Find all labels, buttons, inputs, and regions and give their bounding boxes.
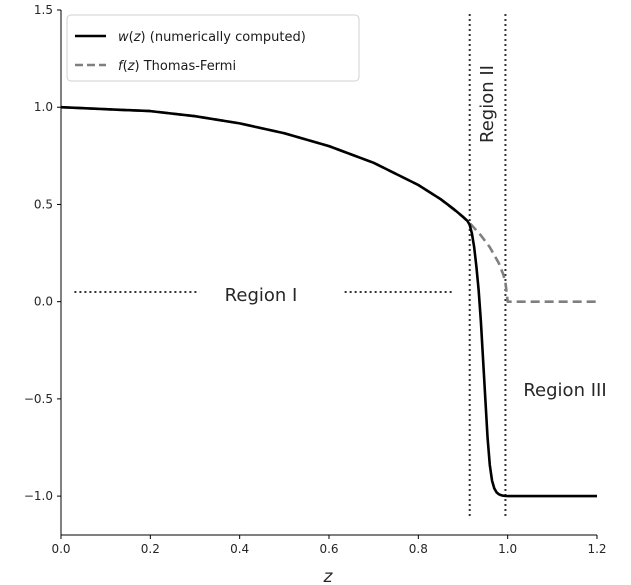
legend-entry-w: w(z) (numerically computed) — [118, 30, 306, 45]
x-tick-label-1.2: 1.2 — [587, 542, 606, 556]
y-tick-label-0: −1.0 — [24, 489, 53, 503]
x-tick-label-0.0: 0.0 — [51, 542, 70, 556]
series-w-line — [60, 105, 597, 498]
y-tick-label-2: 0.0 — [34, 295, 53, 309]
x-tick-label-0.2: 0.2 — [141, 542, 160, 556]
legend-w-func: w — [118, 30, 129, 45]
legend-entry-f: f(z) Thomas-Fermi — [118, 59, 236, 74]
x-axis-label: z — [323, 567, 334, 585]
region-2-label: Region II — [477, 65, 498, 143]
legend-f-paren-open: ( — [123, 59, 128, 74]
legend-f-func: f — [118, 59, 125, 74]
x-tick-label-0.8: 0.8 — [409, 542, 428, 556]
region-1-label: Region I — [225, 285, 298, 306]
legend-w-paren-close: ) — [141, 30, 146, 45]
legend-f-paren-close: ) — [134, 59, 139, 74]
x-tick-label-0.6: 0.6 — [319, 542, 338, 556]
legend-w-paren-open: ( — [129, 30, 134, 45]
y-tick-label-1: −0.5 — [24, 392, 53, 406]
x-tick-label-0.4: 0.4 — [230, 542, 249, 556]
y-tick-label-3: 0.5 — [34, 197, 53, 211]
legend-w-arg: z — [133, 30, 142, 45]
y-tick-label-4: 1.0 — [34, 100, 53, 114]
series-f-line — [60, 105, 597, 303]
region-3-label: Region III — [523, 380, 606, 401]
legend-f-rest: Thomas-Fermi — [140, 59, 237, 74]
legend: w(z) (numerically computed) f(z) Thomas-… — [66, 14, 360, 82]
legend-box — [66, 14, 360, 82]
legend-w-rest: (numerically computed) — [146, 30, 306, 45]
legend-f-arg: z — [127, 59, 136, 74]
x-tick-label-1.0: 1.0 — [498, 542, 517, 556]
y-tick-label-5: 1.5 — [34, 3, 53, 17]
